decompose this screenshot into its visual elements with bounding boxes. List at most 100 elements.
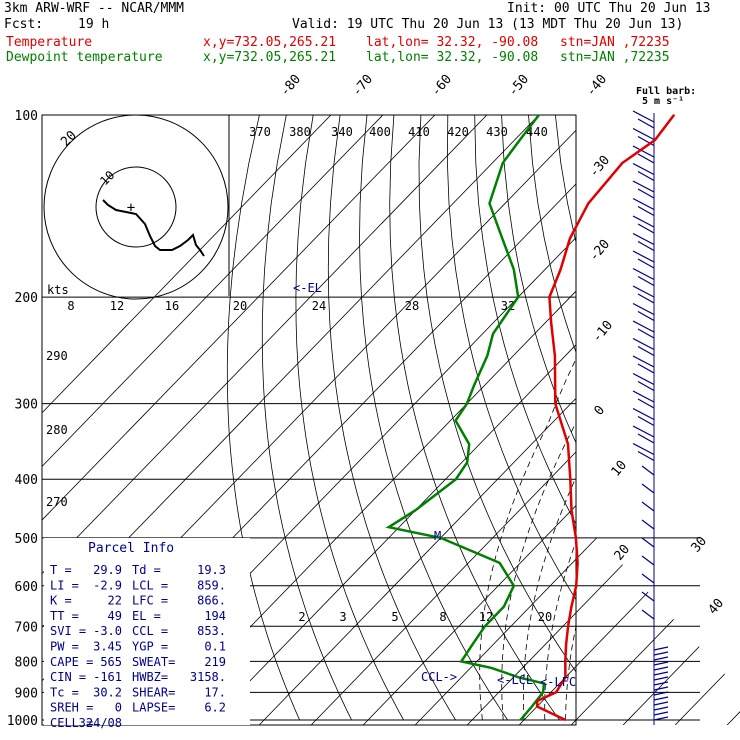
parcel-info-cell: EL = [132, 609, 161, 623]
parcel-info-cell: 194 [204, 609, 226, 623]
wind-barb [653, 706, 669, 711]
temperature-point [587, 202, 590, 205]
theta-label: 270 [46, 495, 68, 509]
theta-label: 400 [369, 125, 391, 139]
pressure-tick-label: 100 [15, 109, 38, 124]
wind-barb [637, 153, 655, 164]
dewpoint-point [486, 355, 489, 357]
pressure-tick-label: 900 [15, 686, 38, 701]
temperature-legend: Temperature [6, 35, 93, 50]
wind-barb [632, 127, 655, 141]
wind-barb [632, 110, 655, 123]
wind-barb [641, 465, 655, 476]
level-markers: <-EL <-LCL <-LFC CCL-> M [293, 281, 576, 689]
dewpoint-profile [385, 114, 546, 721]
theta-label: 420 [447, 125, 469, 139]
temperature-point [564, 676, 567, 679]
parcel-info-cell: TT = [50, 609, 79, 623]
parcel-info-cell: SWEAT= [132, 655, 175, 669]
dewpoint-point [498, 562, 501, 564]
wind-barbs [632, 110, 669, 721]
wind-barb [653, 696, 669, 701]
dewpoint-point [466, 461, 469, 464]
hodograph-ring-outer [43, 114, 229, 300]
temperature-point [564, 660, 567, 663]
parcel-info-cell: LI = [50, 578, 79, 592]
parcel-info-cell: 30.2 [93, 685, 122, 699]
hodograph-speed-ticks: 8 12 16 20 24 28 32 [67, 299, 515, 313]
pressure-tick-label: 300 [15, 398, 38, 413]
wind-barb [632, 337, 655, 351]
theta-label: 380 [289, 125, 311, 139]
temperature-point [570, 509, 573, 512]
wind-barb [653, 716, 669, 721]
parcel-info-cell: 0 [115, 701, 122, 715]
forecast-label: Fcst: [4, 17, 44, 32]
wind-barb [653, 646, 669, 651]
speed-tick-label: 20 [233, 299, 247, 313]
dewpoint-points [387, 114, 545, 721]
temperature-point [565, 643, 567, 646]
wind-barb [641, 537, 655, 548]
dewpoint-point [488, 202, 491, 205]
parcel-top-marker: M [434, 529, 441, 543]
temperature-point [621, 162, 624, 164]
isotherm-label: -40 [584, 72, 611, 100]
parcel-info-cell: LFC = [132, 594, 168, 608]
pressure-tick-label: 700 [15, 620, 38, 635]
theta-label: 280 [46, 423, 68, 437]
wind-barb [632, 442, 655, 456]
hodograph-units: kts [47, 283, 69, 297]
temperature-point [536, 700, 539, 702]
dewpoint-point [473, 384, 475, 387]
wind-barb [637, 275, 655, 287]
wind-barb [641, 609, 655, 620]
wind-barb [632, 162, 655, 176]
theta-label: 410 [408, 125, 430, 139]
parcel-info-cell: 3158. [190, 670, 226, 684]
wind-barb [653, 656, 669, 661]
temperature-point [567, 443, 569, 446]
dewpoint-xy: x,y=732.05,265.21 [203, 50, 337, 65]
parcel-info-cell: 0.1 [204, 640, 226, 654]
isotherm-label: 30 [689, 534, 711, 556]
isotherm-label: -20 [587, 237, 614, 265]
dewpoint-point [542, 691, 544, 694]
wind-barb [641, 519, 655, 530]
parcel-info-cell: PW = [50, 640, 79, 654]
temperature-point [576, 562, 579, 564]
wind-barb [637, 118, 655, 129]
wind-barb [637, 223, 655, 234]
pressure-tick-label: 800 [15, 655, 38, 670]
isotherm-label: 20 [612, 542, 634, 564]
dewpoint-point [414, 509, 417, 512]
wind-barb [632, 390, 655, 403]
sounding-header: 3km ARW-WRF -- NCAR/MMM Init: 00 UTC Thu… [0, 0, 740, 70]
lcl-marker: <-LCL [497, 673, 533, 687]
parcel-info-cell: 219 [204, 655, 226, 669]
parcel-info-cell: -161 [93, 670, 122, 684]
pressure-tick-label: 400 [15, 473, 38, 488]
temperature-points [536, 114, 675, 721]
dewpoint-point [517, 296, 519, 298]
theta-label: 430 [486, 125, 508, 139]
wind-barb [637, 415, 655, 427]
theta-label: 340 [331, 125, 353, 139]
ccl-marker: CCL-> [421, 670, 457, 684]
speed-tick-label: 24 [312, 299, 326, 313]
temperature-point [569, 237, 571, 240]
dewpoint-point [519, 139, 521, 141]
model-label: 3km ARW-WRF -- NCAR/MMM [4, 1, 185, 16]
dewpoint-point [439, 537, 442, 539]
wind-barb [637, 293, 655, 304]
mixing-ratio-label: 3 [339, 610, 346, 624]
wind-barb [653, 651, 669, 656]
wind-barb [632, 372, 655, 386]
dewpoint-point [468, 443, 471, 446]
wind-barb [641, 573, 655, 584]
temperature-point [575, 585, 577, 587]
dewpoint-point [455, 478, 457, 481]
wind-barb [653, 711, 669, 716]
temperature-point [554, 402, 557, 405]
dewpoint-point [490, 667, 493, 669]
